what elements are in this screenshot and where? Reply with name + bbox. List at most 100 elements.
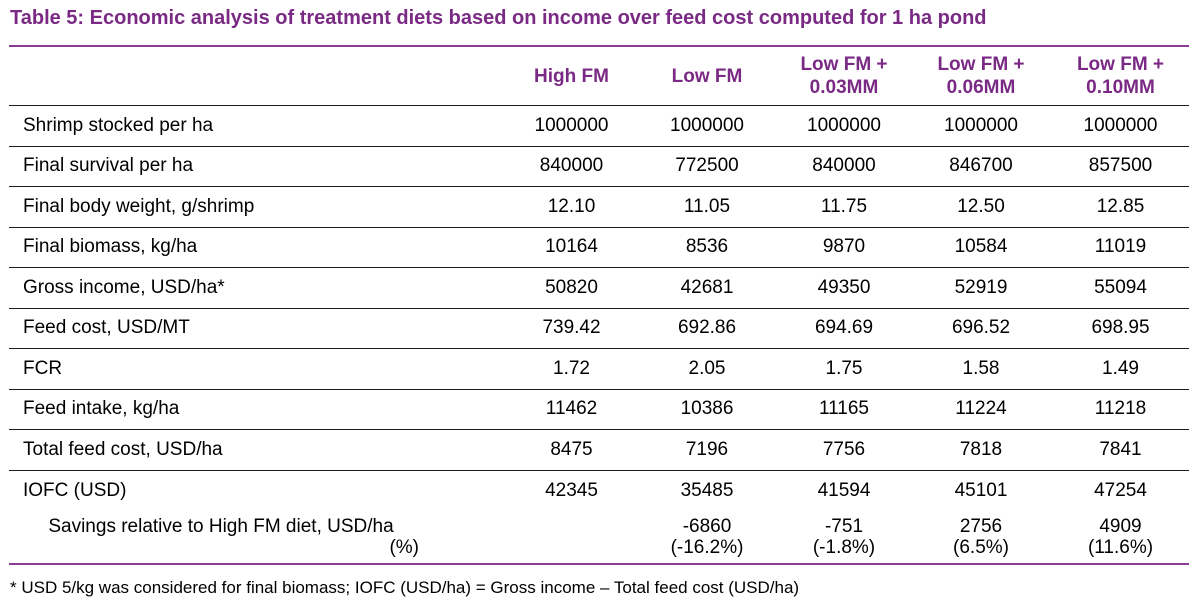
table-row: FCR 1.72 2.05 1.75 1.58 1.49 (9, 349, 1189, 390)
row-label: Final body weight, g/shrimp (23, 195, 255, 217)
savings-percent: (-1.8%) (812, 537, 876, 558)
header-line: 0.03MM (809, 77, 879, 98)
table-cell: 45101 (954, 479, 1008, 501)
table-row: Shrimp stocked per ha 1000000 1000000 10000… (9, 106, 1189, 147)
table-cell: 49350 (817, 276, 871, 298)
header-line: Low FM + (1076, 54, 1165, 75)
header-line: Low FM + (937, 54, 1025, 75)
table-cell: 12.85 (1096, 195, 1145, 217)
table-cell: 694.69 (814, 317, 874, 339)
savings-cell: 2756 (6.5%) (910, 511, 1052, 563)
table-cell: 1000000 (807, 114, 881, 136)
table-cell: 2.05 (688, 357, 726, 379)
header-low-fm-003mm: Low FM + 0.03MM (778, 47, 910, 105)
table-row: IOFC (USD) 42345 35485 41594 45101 47254 (9, 471, 1189, 512)
table-cell: 10164 (545, 236, 598, 258)
table-row: Final survival per ha 840000 772500 840000 8… (9, 147, 1189, 187)
table-cell: 7841 (1099, 438, 1142, 460)
table-cell: 12.50 (957, 195, 1005, 217)
header-empty-cell (9, 47, 507, 105)
table-cell: 11224 (955, 398, 1007, 420)
header-low-fm-010mm: Low FM + 0.10MM (1052, 47, 1189, 105)
table-cell: 41594 (817, 479, 871, 501)
table-cell: 55094 (1094, 276, 1147, 298)
table-cell: 1.58 (962, 357, 1000, 379)
table-row: Gross income, USD/ha* 50820 42681 49350 5291… (9, 268, 1189, 309)
header-line: Low FM + (800, 54, 888, 75)
table-cell: 1000000 (1083, 114, 1158, 136)
header-line: 0.10MM (1086, 77, 1155, 98)
economic-analysis-table: High FM Low FM Low FM + 0.03MM Low FM + … (9, 45, 1189, 565)
row-label: Shrimp stocked per ha (23, 114, 214, 136)
table-row: Final biomass, kg/ha 10164 8536 9870 10584 11… (9, 228, 1189, 268)
table-row: Final body weight, g/shrimp 12.10 11.05 11.… (9, 187, 1189, 228)
row-label: Final survival per ha (23, 155, 194, 177)
table-cell: 11019 (1094, 236, 1147, 258)
table-cell: 840000 (539, 155, 604, 177)
savings-amount: 4909 (1099, 516, 1142, 537)
table-cell: 10584 (954, 236, 1008, 258)
table-header-row: High FM Low FM Low FM + 0.03MM Low FM + … (9, 47, 1189, 106)
row-label: Total feed cost, USD/ha (23, 438, 223, 460)
table-cell: 52919 (954, 276, 1008, 298)
header-high-fm: High FM (534, 65, 609, 87)
row-label: FCR (23, 357, 63, 379)
table-cell: 8536 (685, 236, 729, 258)
savings-percent: (6.5%) (953, 537, 1009, 558)
table-cell: 35485 (680, 479, 734, 501)
table-cell: 1000000 (534, 114, 609, 136)
table-title: Table 5: Economic analysis of treatment … (10, 7, 987, 29)
row-label: Final biomass, kg/ha (23, 236, 198, 258)
table-cell: 11.05 (683, 195, 731, 217)
table-footnote: * USD 5/kg was considered for final biom… (10, 578, 800, 597)
header-line: 0.06MM (946, 77, 1016, 98)
table-cell: 8475 (550, 438, 593, 460)
savings-label: Savings relative to High FM diet, USD/ha (48, 516, 394, 537)
savings-percent: (-16.2%) (670, 537, 744, 558)
table-cell: 12.10 (547, 195, 596, 217)
table-cell: 10386 (680, 398, 734, 420)
savings-cell: 4909 (11.6%) (1052, 511, 1189, 563)
table-cell: 7818 (959, 438, 1003, 460)
table-cell: 1000000 (670, 114, 744, 136)
row-label-savings: Savings relative to High FM diet, USD/ha… (9, 511, 507, 563)
savings-amount: -6860 (682, 516, 732, 537)
table-cell: 840000 (812, 155, 876, 177)
table-cell: 50820 (545, 276, 598, 298)
row-label: Feed cost, USD/MT (23, 317, 190, 339)
table-cell: 9870 (822, 236, 866, 258)
table-cell: 857500 (1088, 155, 1153, 177)
savings-percent: (11.6%) (1087, 537, 1154, 558)
table-cell: 11165 (818, 398, 869, 420)
row-label: Gross income, USD/ha* (23, 276, 225, 298)
table-row: Feed cost, USD/MT 739.42 692.86 694.69 696.5… (9, 309, 1189, 349)
table-cell: 11.75 (820, 195, 868, 217)
table-cell: 1000000 (944, 114, 1018, 136)
savings-cell: -751 (-1.8%) (778, 511, 910, 563)
table-row: Total feed cost, USD/ha 8475 7196 7756 7818 7… (9, 430, 1189, 471)
table-cell: 7756 (822, 438, 866, 460)
table-cell: 42345 (545, 479, 598, 501)
table-cell: 42681 (680, 276, 734, 298)
table-cell: 11462 (545, 398, 598, 420)
table-cell: 772500 (675, 155, 739, 177)
table-cell: 1.49 (1102, 357, 1139, 379)
savings-amount: 2756 (959, 516, 1003, 537)
table-row: Feed intake, kg/ha 11462 10386 11165 11224 11… (9, 390, 1189, 430)
table-cell: 739.42 (542, 317, 601, 339)
table-body: Shrimp stocked per ha 1000000 1000000 10000… (9, 106, 1189, 511)
row-label: Feed intake, kg/ha (23, 398, 180, 420)
table-cell: 11218 (1094, 398, 1147, 420)
table-row-savings: Savings relative to High FM diet, USD/ha… (9, 511, 1189, 563)
header-low-fm-006mm: Low FM + 0.06MM (910, 47, 1052, 105)
table-cell: 692.86 (677, 317, 737, 339)
savings-cell (507, 511, 636, 563)
table-cell: 698.95 (1091, 317, 1150, 339)
table-cell: 696.52 (951, 317, 1011, 339)
table-cell: 47254 (1094, 479, 1147, 501)
row-label: IOFC (USD) (23, 479, 127, 501)
table-cell: 7196 (685, 438, 729, 460)
savings-label-percent: (%) (389, 537, 419, 558)
table-cell: 846700 (949, 155, 1013, 177)
table-cell: 1.72 (553, 357, 590, 379)
